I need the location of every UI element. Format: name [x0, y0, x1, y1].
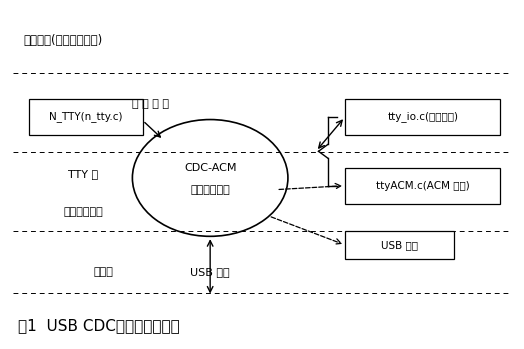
FancyBboxPatch shape: [29, 99, 143, 135]
Text: 底层驱动程序: 底层驱动程序: [63, 207, 103, 217]
Text: ttyACM.c(ACM 模块): ttyACM.c(ACM 模块): [376, 181, 470, 191]
Text: USB 接口: USB 接口: [190, 267, 230, 277]
FancyBboxPatch shape: [345, 99, 500, 135]
Text: 设备驱动程序: 设备驱动程序: [190, 185, 230, 195]
Text: 物理层: 物理层: [94, 267, 114, 277]
FancyBboxPatch shape: [345, 168, 500, 204]
FancyBboxPatch shape: [345, 231, 454, 259]
Text: TTY 层: TTY 层: [68, 170, 98, 179]
Text: CDC-ACM: CDC-ACM: [184, 163, 236, 173]
Text: USB 核心: USB 核心: [381, 240, 418, 250]
Text: tty_io.c(核心模块): tty_io.c(核心模块): [387, 112, 458, 122]
Text: 线 路 规 程: 线 路 规 程: [132, 99, 169, 109]
Text: 图1  USB CDC类设备通信流程: 图1 USB CDC类设备通信流程: [18, 318, 180, 333]
Text: N_TTY(n_tty.c): N_TTY(n_tty.c): [49, 112, 123, 122]
Text: 应用程序(系统调用接口): 应用程序(系统调用接口): [24, 34, 103, 47]
